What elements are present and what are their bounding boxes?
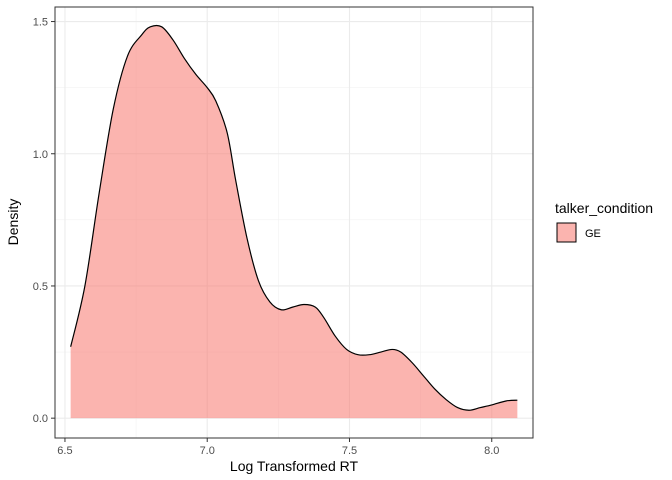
legend-label: GE — [585, 228, 601, 240]
x-tick-label: 8.0 — [484, 445, 499, 457]
legend: talker_condition GE — [555, 200, 653, 243]
x-tick-label: 7.5 — [342, 445, 357, 457]
density-area-GE — [70, 25, 518, 419]
x-tick-label: 7.0 — [200, 445, 215, 457]
x-axis-title: Log Transformed RT — [230, 458, 359, 474]
y-tick-label: 1.0 — [33, 149, 48, 161]
y-tick-label: 0.0 — [33, 413, 48, 425]
y-tick-label: 1.5 — [33, 17, 48, 29]
density-layer — [70, 24, 518, 419]
plot-panel-border — [54, 6, 534, 439]
y-axis: 0.0 0.5 1.0 1.5 — [33, 17, 55, 425]
y-axis-title: Density — [5, 199, 21, 246]
x-axis: 6.5 7.0 7.5 8.0 — [57, 438, 499, 457]
legend-title: talker_condition — [555, 200, 653, 216]
density-line-GE — [70, 24, 518, 411]
legend-key-swatch — [556, 222, 577, 243]
y-tick-label: 0.5 — [33, 281, 48, 293]
legend-entries: GE — [556, 222, 601, 243]
x-tick-label: 6.5 — [57, 445, 72, 457]
